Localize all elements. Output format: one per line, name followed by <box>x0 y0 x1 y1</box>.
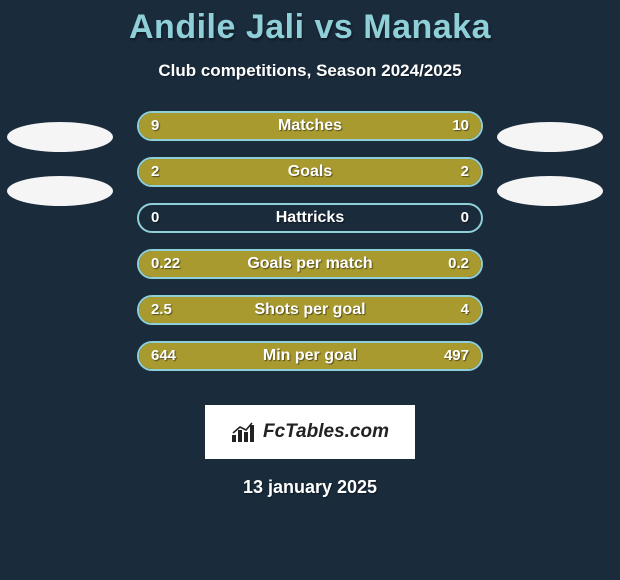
stat-bar: 00Hattricks <box>137 203 483 233</box>
stat-label: Matches <box>139 113 481 139</box>
stat-label: Min per goal <box>139 343 481 369</box>
player-photo-placeholder <box>497 176 603 206</box>
comparison-subtitle: Club competitions, Season 2024/2025 <box>0 61 620 81</box>
snapshot-date: 13 january 2025 <box>0 477 620 498</box>
player-photo-placeholder <box>7 122 113 152</box>
stat-row: 644497Min per goal <box>0 341 620 387</box>
fctables-logo: FcTables.com <box>205 405 415 459</box>
stat-bar: 22Goals <box>137 157 483 187</box>
logo-text: FcTables.com <box>263 421 389 443</box>
comparison-title: Andile Jali vs Manaka <box>0 0 620 47</box>
player-photo-placeholder <box>7 176 113 206</box>
stat-label: Goals <box>139 159 481 185</box>
player-photo-placeholder <box>497 122 603 152</box>
stat-bar: 0.220.2Goals per match <box>137 249 483 279</box>
stat-bar: 910Matches <box>137 111 483 141</box>
stat-label: Shots per goal <box>139 297 481 323</box>
stat-row: 2.54Shots per goal <box>0 295 620 341</box>
stat-row: 00Hattricks <box>0 203 620 249</box>
stat-bars-container: 910Matches 22Goals 00Hattricks 0.220.2Goals… <box>0 111 620 387</box>
stat-label: Hattricks <box>139 205 481 231</box>
chart-icon <box>231 421 257 443</box>
stat-bar: 2.54Shots per goal <box>137 295 483 325</box>
stat-bar: 644497Min per goal <box>137 341 483 371</box>
stat-label: Goals per match <box>139 251 481 277</box>
stat-row: 0.220.2Goals per match <box>0 249 620 295</box>
